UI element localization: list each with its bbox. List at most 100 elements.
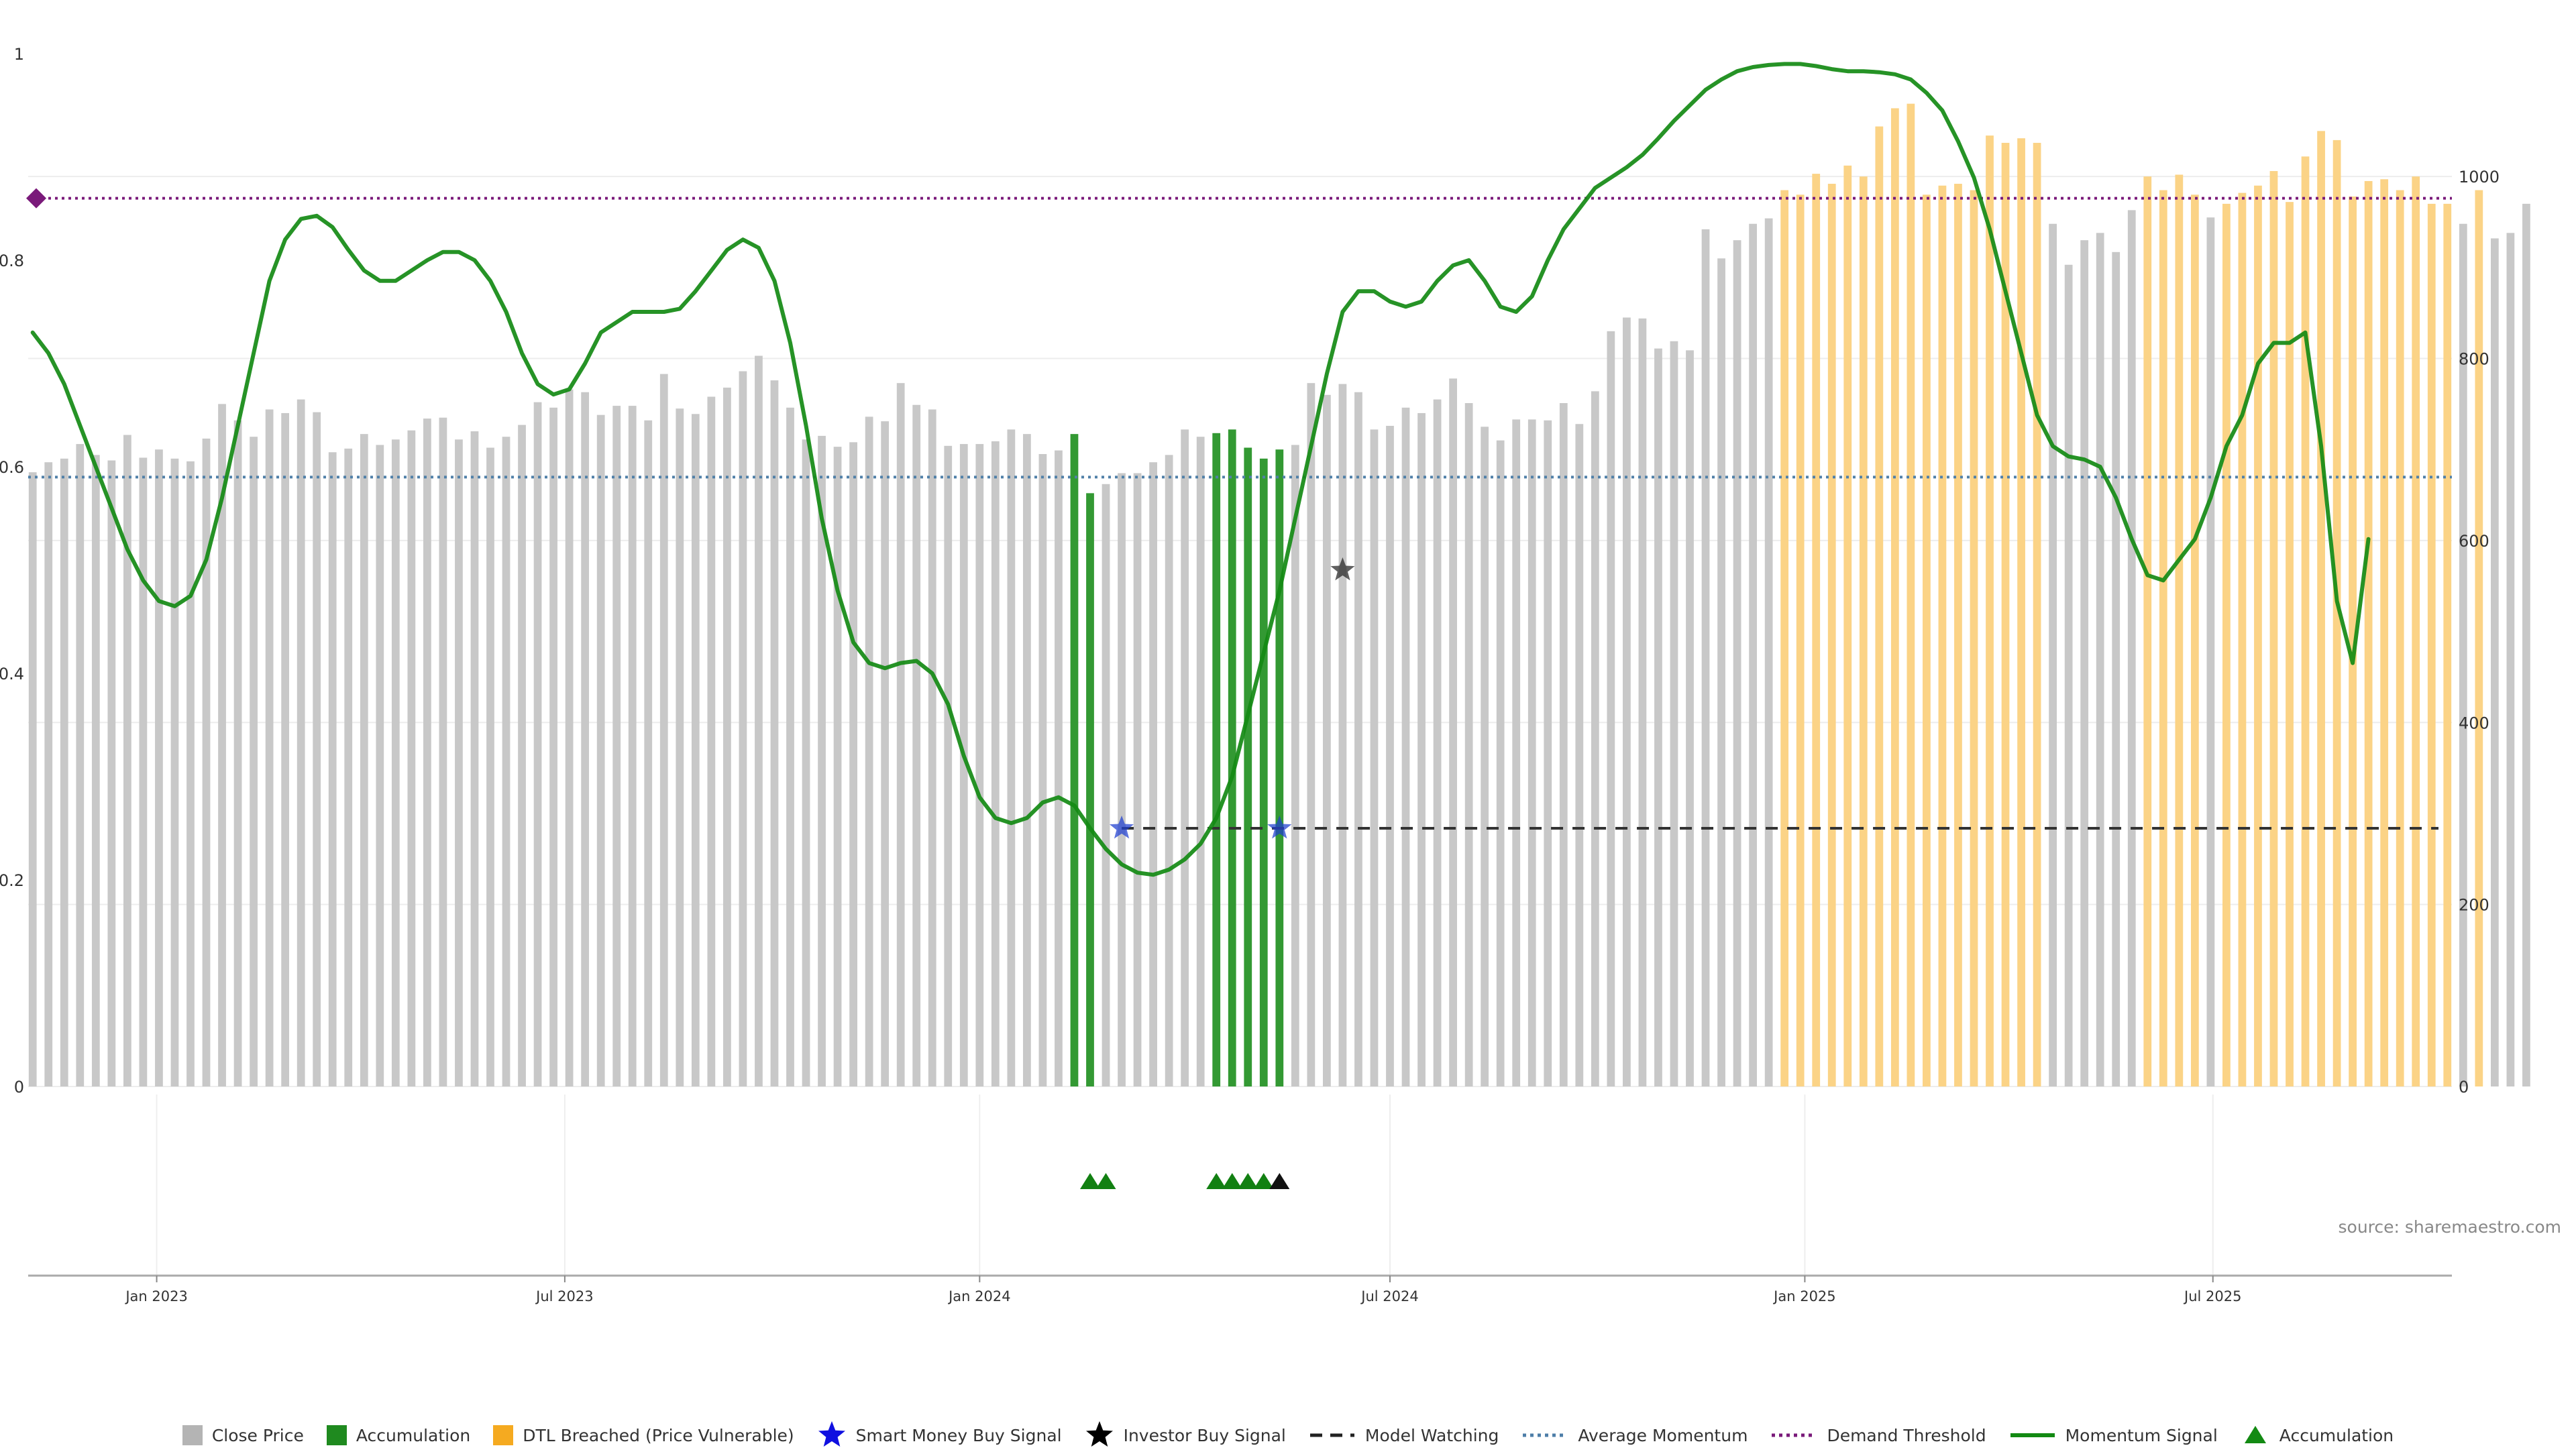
bar-close-86 [1386,425,1394,1086]
demand-threshold-marker [26,188,46,209]
bar-close-154 [2459,223,2467,1087]
legend-swatch-5 [1309,1433,1354,1437]
date-tick-label-1: Jul 2023 [535,1288,593,1304]
bar-close-60 [975,444,984,1086]
right-axis-tick-0: 0 [2459,1078,2469,1097]
bar-accumulation-79 [1275,449,1284,1086]
right-axis-tick-2: 400 [2459,714,2489,732]
bar-close-46 [755,355,763,1086]
legend-label: Accumulation [356,1425,471,1445]
bar-close-39 [644,420,653,1086]
bar-close-91 [1464,403,1473,1086]
bar-close-42 [691,414,700,1086]
bar-close-20 [344,448,353,1086]
legend-label: Close Price [211,1425,304,1445]
bar-accumulation-78 [1259,458,1268,1086]
reference-lines [26,188,2452,830]
bar-dtl-127 [2033,142,2041,1087]
bar-dtl-149 [2380,179,2389,1086]
left-axis-tick-0: 0 [14,1078,24,1097]
bar-close-103 [1654,348,1662,1086]
bar-close-110 [1764,218,1773,1086]
bar-close-95 [1527,419,1536,1086]
bar-close-27 [455,439,463,1086]
bar-close-97 [1559,403,1568,1086]
price-bars [28,103,2530,1087]
accumulation-marker-4 [1238,1173,1258,1189]
bar-dtl-142 [2269,171,2278,1086]
bar-dtl-125 [2001,142,2010,1087]
bar-dtl-124 [1986,135,1994,1087]
bar-close-53 [865,416,873,1086]
bar-close-18 [313,412,321,1086]
bar-dtl-153 [2443,203,2452,1086]
bar-close-29 [486,447,494,1086]
bar-close-72 [1165,455,1173,1086]
legend-item-momentum-signal: Momentum Signal [2009,1420,2218,1450]
bar-close-59 [959,444,968,1086]
bar-close-130 [2080,240,2089,1086]
bar-dtl-135 [2159,190,2167,1087]
bar-close-132 [2112,252,2121,1086]
bar-dtl-151 [2412,176,2420,1086]
bar-close-96 [1544,420,1552,1086]
bar-dtl-141 [2254,185,2262,1086]
bar-close-32 [533,402,542,1086]
bar-close-30 [502,437,511,1086]
bar-close-48 [786,407,794,1086]
bar-dtl-117 [1875,126,1884,1086]
investor-signal-strip-marker-0 [1269,1173,1290,1189]
smart-money-buy-signal-marker-1 [1267,816,1292,839]
bar-close-88 [1417,412,1426,1086]
left-axis-tick-1: 0.2 [0,871,24,890]
bar-close-7 [139,457,148,1086]
legend-label: Average Momentum [1578,1425,1748,1445]
investor-buy-signal-marker-0 [1330,557,1355,581]
legend-swatch-1 [326,1425,347,1445]
bar-close-16 [281,412,290,1086]
date-grid-lines [156,1095,2214,1276]
bar-close-104 [1670,341,1678,1087]
bar-dtl-123 [1970,190,1978,1087]
legend-label: Smart Money Buy Signal [855,1425,1062,1445]
bar-close-28 [470,431,479,1086]
bar-close-54 [881,421,890,1086]
legend-item-investor-buy-signal: Investor Buy Signal [1085,1420,1286,1450]
bar-dtl-136 [2175,174,2184,1087]
date-tick-label-5: Jul 2025 [2183,1288,2241,1304]
bar-dtl-155 [2475,190,2483,1087]
bar-close-17 [297,399,305,1086]
bar-dtl-137 [2190,194,2199,1087]
smart-money-buy-signal-marker-0 [1110,816,1134,839]
accumulation-marker-2 [1206,1173,1227,1189]
left-axis-tick-5: 1 [14,45,24,64]
bar-dtl-114 [1827,184,1836,1087]
bar-close-98 [1575,424,1584,1086]
bar-close-43 [707,396,716,1087]
bar-close-74 [1196,437,1205,1086]
bar-close-85 [1370,429,1379,1086]
bar-close-73 [1181,429,1189,1086]
bar-close-31 [518,425,526,1086]
signal-markers [1079,557,1355,1189]
bar-close-37 [612,406,621,1086]
bar-close-65 [1055,450,1063,1086]
source-label: source: sharemaestro.com [2339,1217,2562,1237]
bar-close-92 [1481,427,1489,1086]
bar-close-55 [896,383,905,1086]
bar-close-63 [1023,434,1031,1086]
bar-dtl-140 [2238,192,2247,1086]
bar-close-69 [1118,473,1126,1086]
legend-label: Demand Threshold [1827,1425,1986,1445]
bar-close-24 [407,430,416,1086]
bar-close-84 [1354,392,1362,1086]
bar-close-62 [1007,429,1016,1086]
legend-item-close-price: Close Price [182,1425,304,1445]
bar-close-156 [2490,238,2499,1086]
bar-close-107 [1717,258,1725,1086]
bar-dtl-145 [2317,131,2325,1086]
axes [28,1274,2452,1282]
bar-close-133 [2127,210,2136,1086]
bar-accumulation-67 [1086,493,1094,1086]
bar-dtl-116 [1859,176,1868,1086]
